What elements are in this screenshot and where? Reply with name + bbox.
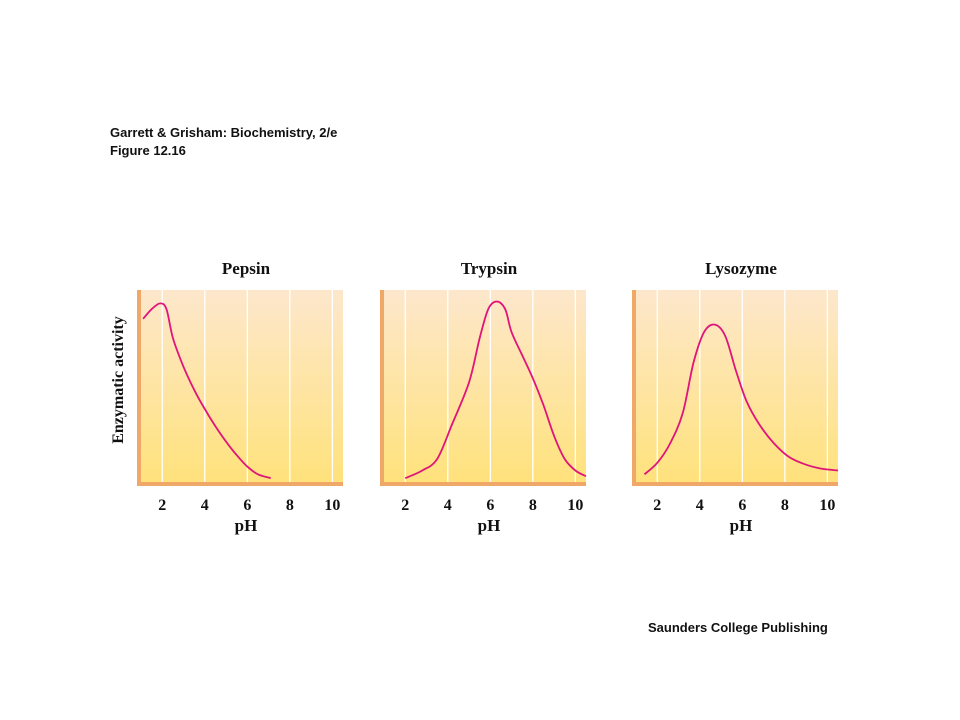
x-tick-label: 10 (324, 497, 340, 514)
x-tick-label: 2 (158, 497, 166, 514)
y-axis (632, 290, 636, 486)
x-axis (380, 482, 586, 486)
x-tick-label: 2 (401, 497, 409, 514)
y-axis (380, 290, 384, 486)
plot-background (137, 290, 343, 486)
x-axis (632, 482, 838, 486)
x-tick-label: 6 (738, 497, 746, 514)
chart-title: Lysozyme (705, 259, 777, 278)
x-tick-label: 10 (819, 497, 835, 514)
x-tick-label: 8 (286, 497, 294, 514)
figure-number: Figure 12.16 (110, 143, 186, 158)
y-axis-label: Enzymatic activity (110, 316, 127, 444)
x-tick-label: 4 (696, 497, 704, 514)
x-axis-label: pH (730, 516, 753, 535)
figure-header: Garrett & Grisham: Biochemistry, 2/e Fig… (110, 124, 337, 160)
plot-background (632, 290, 838, 486)
x-tick-label: 8 (529, 497, 537, 514)
x-tick-label: 4 (201, 497, 209, 514)
x-tick-label: 10 (567, 497, 583, 514)
chart-panel-trypsin: Trypsin 2 4 6 8 10 pH (380, 259, 587, 535)
x-tick-label: 6 (486, 497, 494, 514)
x-axis-label: pH (235, 516, 258, 535)
x-axis-label: pH (478, 516, 501, 535)
chart-panel-pepsin: Pepsin 2 4 6 8 10 pH Enzymatic activity (110, 259, 343, 535)
x-tick-label: 2 (653, 497, 661, 514)
y-axis (137, 290, 141, 486)
series-line-trypsin (404, 300, 587, 480)
chart-title: Trypsin (461, 259, 518, 278)
book-title: Garrett & Grisham: Biochemistry, 2/e (110, 125, 338, 140)
chart-title: Pepsin (222, 259, 271, 278)
chart-panel-lysozyme: Lysozyme 2 4 6 8 10 pH (632, 259, 839, 535)
x-tick-label: 4 (444, 497, 452, 514)
x-axis (137, 482, 343, 486)
x-tick-label: 8 (781, 497, 789, 514)
publisher-credit: Saunders College Publishing (648, 620, 828, 635)
series-line-lysozyme (643, 323, 839, 475)
series-line-pepsin (142, 302, 271, 480)
x-tick-label: 6 (243, 497, 251, 514)
plot-background (380, 290, 586, 486)
